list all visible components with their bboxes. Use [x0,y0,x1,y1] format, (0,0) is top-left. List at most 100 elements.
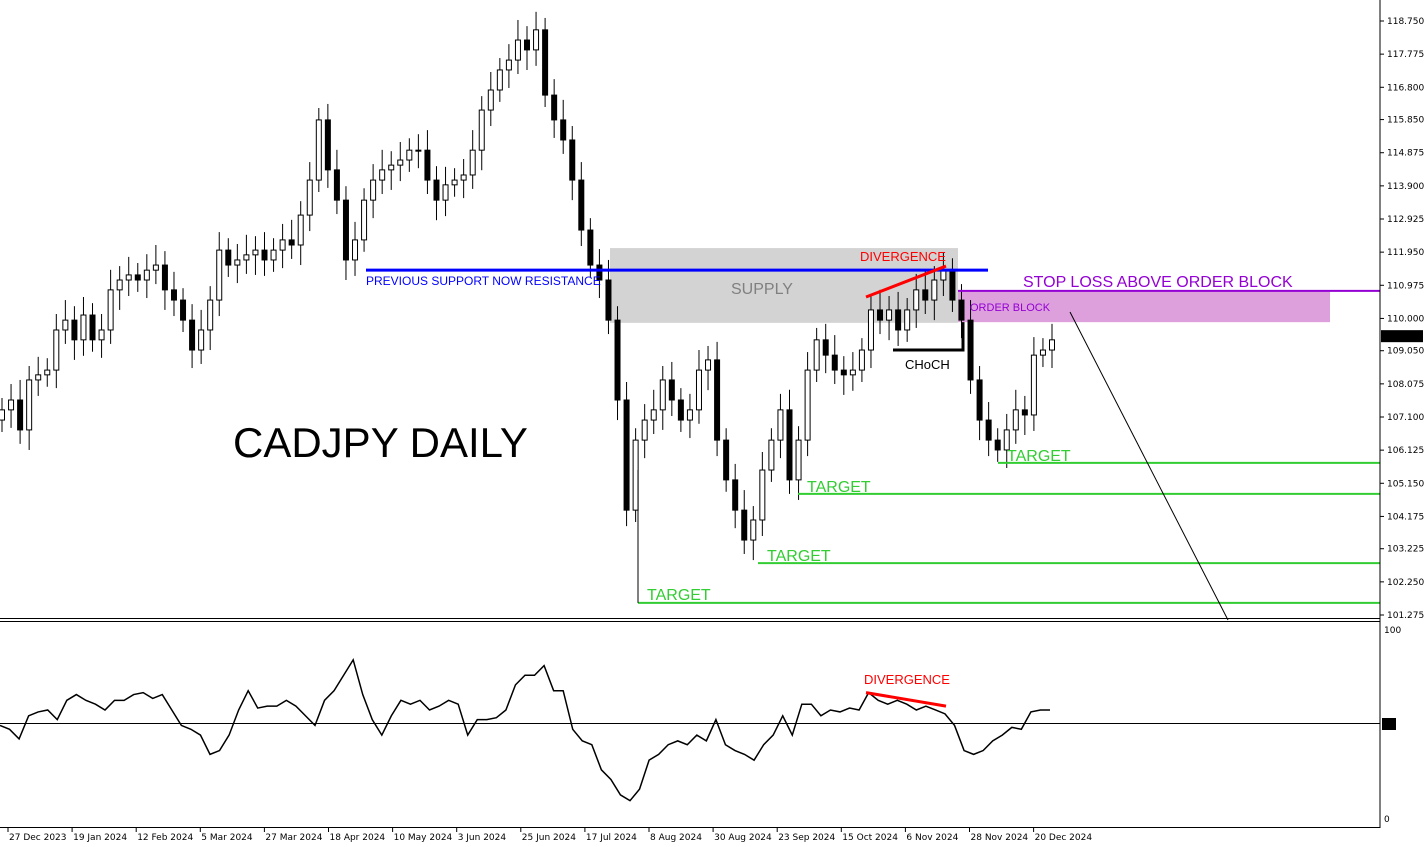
date-tick-label: 18 Apr 2024 [330,833,386,843]
candle-body [496,69,503,91]
price-tick-label: 112.925 [1387,215,1424,225]
projection-line [1069,311,1229,621]
price-tick-label: 114.875 [1387,149,1424,159]
price-tick-label: 115.850 [1387,116,1424,126]
candle-body [596,264,603,281]
candle-body [270,249,277,261]
price-tick-label: 106.125 [1387,446,1424,456]
price-tick-label: 107.100 [1387,413,1424,423]
candle-body [994,439,1001,451]
rsi-pane [0,657,1380,802]
target-label-4: TARGET [647,587,711,604]
candle-body [976,379,983,421]
rsi-line [0,657,1050,802]
current-price-badge [1381,330,1423,343]
candle-body [406,149,413,161]
candle-body [560,119,567,141]
candle-body [949,269,956,301]
divergence-rsi-line [865,691,947,708]
candle-body [741,509,748,541]
choch-label: CHoCH [905,357,950,372]
price-tick-label: 110.975 [1387,281,1424,291]
price-tick-label: 111.950 [1387,248,1424,258]
candle-body [759,469,766,521]
candle-body [1003,429,1010,451]
candle-body [71,319,78,341]
candle-body [895,309,902,331]
date-tick-label: 15 Oct 2024 [842,833,898,843]
divergence-label: DIVERGENCE [860,249,946,264]
date-tick-label: 28 Nov 2024 [971,833,1029,843]
price-tick-label: 118.750 [1387,17,1424,27]
candle-body [904,309,911,331]
candle-body [198,329,205,351]
divergence-price-line [865,264,947,299]
candle-body [161,264,168,291]
date-tick-label: 30 Aug 2024 [714,833,772,843]
candle-body [786,409,793,481]
candle-body [107,289,114,331]
candle-body [279,239,286,251]
candle-body [433,179,440,201]
date-tick-label: 17 Jul 2024 [586,833,637,843]
candle-body [89,314,96,341]
date-tick-label: 23 Sep 2024 [778,833,835,843]
candle-body [632,439,639,511]
candle-body [442,184,449,201]
candle-body [913,289,920,311]
candle-body [152,264,159,271]
candle-body [388,164,395,171]
candle-body [170,289,177,301]
rsi-divergence-label: DIVERGENCE [864,672,950,687]
rsi-tick-label: 50 [1384,720,1396,730]
date-tick-label: 20 Dec 2024 [1035,833,1093,843]
candle-body [315,119,322,181]
candle-body [180,299,187,321]
candle-body [886,309,893,321]
price-tick-label: 103.225 [1387,545,1424,555]
candle-body [342,199,349,261]
candle-body [1039,349,1046,356]
candle-body [705,359,712,371]
candles [0,11,1055,561]
candle-body [777,409,784,441]
date-tick-label: 10 May 2024 [394,833,453,843]
candle-body [714,359,721,441]
candle-body [967,319,974,381]
candle-body [659,379,666,411]
candle-body [478,109,485,151]
candle-body [225,249,232,266]
candle-body [858,349,865,371]
candle-body [26,379,33,431]
price-tick-label: 109.050 [1387,347,1424,357]
price-tick-label: 102.250 [1387,578,1424,588]
candle-body [931,279,938,301]
candle-body [732,479,739,511]
candle-body [125,274,132,281]
candle-body [578,179,585,231]
candle-body [252,249,259,256]
date-tick-label: 3 Jun 2024 [458,833,507,843]
order-block-label: ORDER BLOCK [970,302,1051,314]
stop-loss-label: STOP LOSS ABOVE ORDER BLOCK [1023,274,1293,291]
candle-body [922,289,929,301]
candle-body [460,174,467,181]
price-tick-label: 117.775 [1387,50,1424,60]
candle-body [379,169,386,181]
price-tick-label: 113.900 [1387,182,1424,192]
order-block-rect [958,290,1330,323]
price-tick-label: 110.000 [1387,314,1424,324]
candle-body [451,179,458,186]
candle-body [551,94,558,121]
candle-body [306,179,313,216]
candle-body [677,399,684,421]
candle-body [1049,339,1055,351]
rsi-tick-label: 0 [1384,815,1390,825]
candle-body [614,319,621,401]
date-tick-label: 12 Feb 2024 [137,833,193,843]
target-label-2: TARGET [807,479,871,496]
date-tick-label: 8 Aug 2024 [650,833,702,843]
candle-body [1030,354,1037,416]
candle-body [795,439,802,481]
